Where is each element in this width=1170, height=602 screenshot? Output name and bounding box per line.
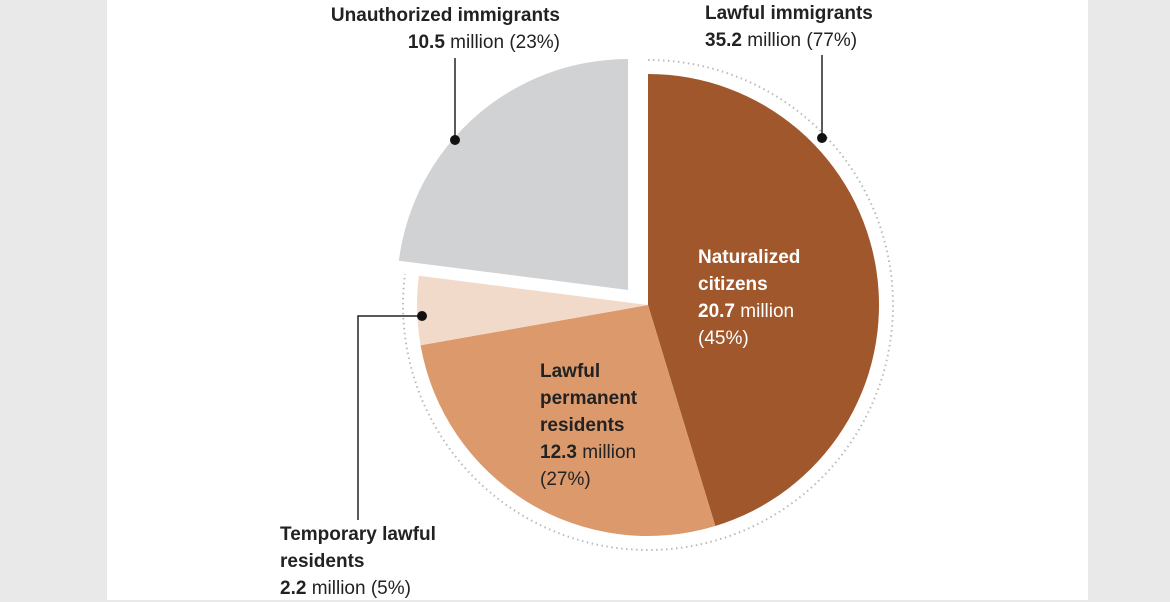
- pie-slice: [417, 275, 648, 346]
- label-unit: million: [450, 32, 505, 53]
- group-label: Lawful immigrants 35.2 million (77%): [705, 0, 873, 54]
- leader-dot: [417, 311, 427, 321]
- group-outline: [402, 59, 894, 551]
- leader-dot: [450, 135, 460, 145]
- label-share: (5%): [370, 578, 411, 599]
- label-unit: million: [582, 442, 637, 463]
- label-share: (45%): [698, 328, 749, 349]
- label-value: 12.3: [540, 442, 577, 463]
- naturalized-label: Naturalized citizens 20.7 million (45%): [698, 244, 838, 352]
- label-unit: million: [311, 578, 366, 599]
- temporary-label: Temporary lawful residents 2.2 million (…: [280, 521, 480, 602]
- label-unit: million: [747, 30, 802, 51]
- lpr-label: Lawful permanent residents 12.3 million …: [540, 358, 665, 493]
- pie-slice: [420, 305, 716, 536]
- unauthorized-label: Unauthorized immigrants 10.5 million (23…: [331, 2, 560, 56]
- label-value: 35.2: [705, 30, 742, 51]
- label-name: Lawful immigrants: [705, 3, 873, 24]
- leader-line: [357, 315, 422, 520]
- label-share: (23%): [509, 32, 560, 53]
- label-value: 2.2: [280, 578, 307, 599]
- pie-slice: [398, 59, 628, 290]
- label-share: (77%): [806, 30, 858, 51]
- label-name: Unauthorized immigrants: [330, 5, 560, 26]
- label-unit: million: [740, 301, 795, 322]
- pie-slice: [648, 74, 880, 526]
- label-name: Lawful permanent residents: [540, 361, 638, 436]
- label-name: Temporary lawful residents: [280, 524, 436, 572]
- leader-dot: [817, 133, 827, 143]
- label-value: 10.5: [407, 32, 445, 53]
- label-share: (27%): [540, 469, 591, 490]
- label-value: 20.7: [698, 301, 735, 322]
- label-name: Naturalized citizens: [698, 247, 801, 295]
